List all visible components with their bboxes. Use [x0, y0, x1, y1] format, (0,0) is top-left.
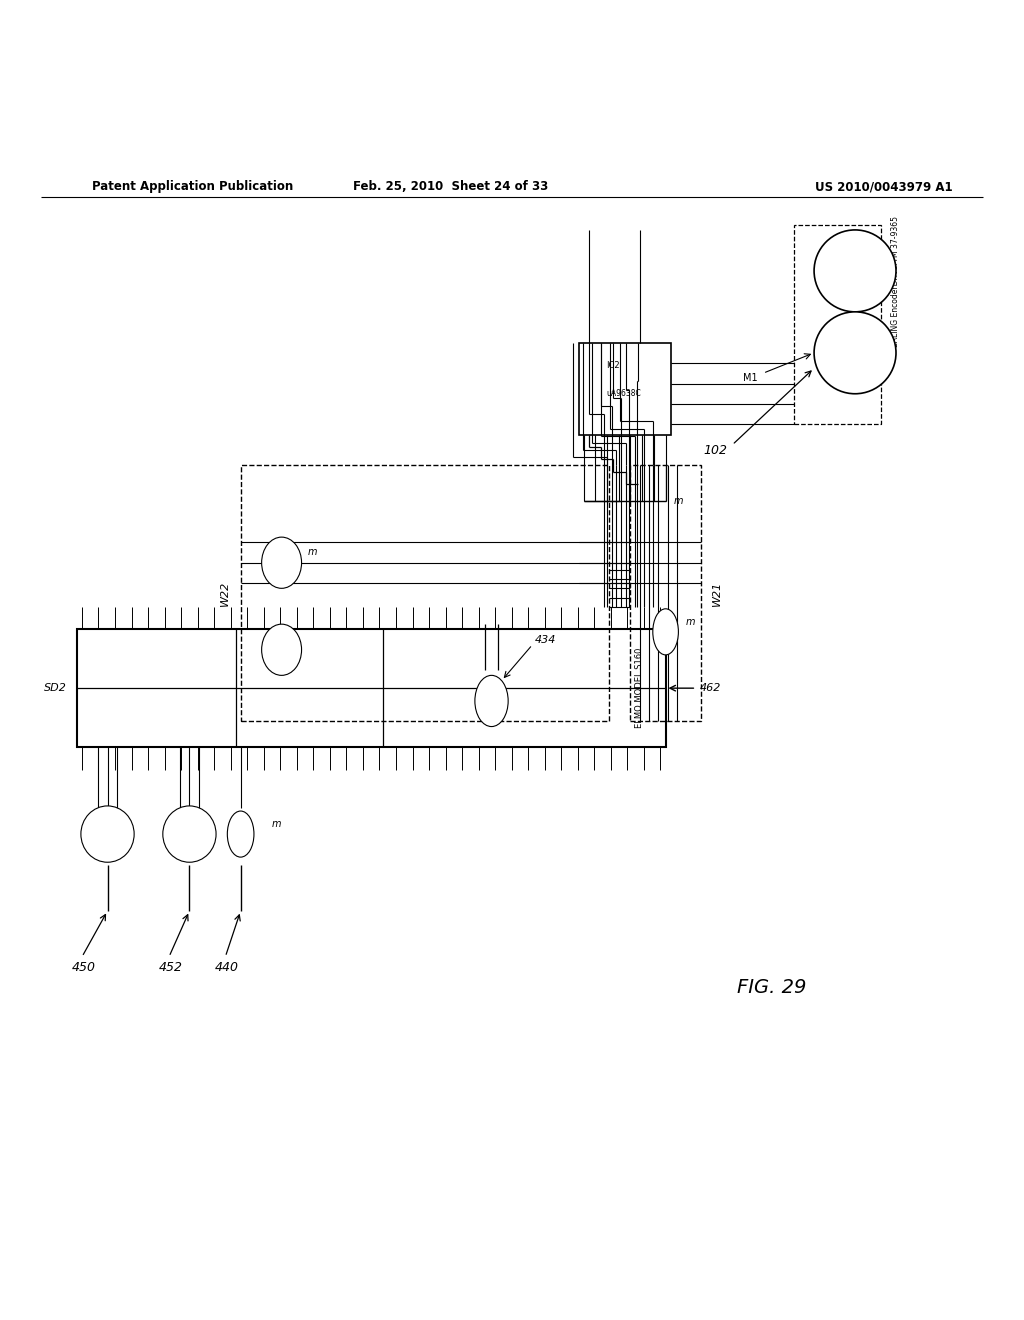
Bar — [630, 466, 701, 722]
Text: M1: M1 — [743, 374, 758, 383]
Text: 440: 440 — [215, 961, 239, 974]
Text: 434: 434 — [535, 635, 556, 644]
Text: IC2: IC2 — [606, 362, 620, 370]
Text: Feb. 25, 2010  Sheet 24 of 33: Feb. 25, 2010 Sheet 24 of 33 — [353, 181, 548, 194]
Bar — [241, 466, 609, 722]
Text: m: m — [271, 818, 281, 829]
Ellipse shape — [475, 676, 508, 726]
Text: W21: W21 — [712, 581, 722, 606]
Text: m: m — [686, 616, 695, 627]
Text: SD2: SD2 — [44, 684, 67, 693]
Text: m: m — [674, 496, 683, 507]
Text: 102: 102 — [703, 444, 727, 457]
Text: W22: W22 — [220, 581, 230, 606]
Text: Patent Application Publication: Patent Application Publication — [92, 181, 294, 194]
Ellipse shape — [261, 624, 301, 676]
Text: ELMO MODEL S160: ELMO MODEL S160 — [635, 648, 644, 729]
Circle shape — [814, 230, 896, 312]
Bar — [579, 343, 671, 434]
Bar — [794, 224, 881, 425]
Circle shape — [814, 312, 896, 393]
Text: 462: 462 — [699, 684, 721, 693]
Text: US 2010/0043979 A1: US 2010/0043979 A1 — [815, 181, 952, 194]
Ellipse shape — [163, 807, 216, 862]
Ellipse shape — [653, 609, 678, 655]
Text: EALING EncoderDriverTM 37-9365: EALING EncoderDriverTM 37-9365 — [892, 215, 900, 347]
Ellipse shape — [261, 537, 301, 589]
Text: 452: 452 — [159, 961, 182, 974]
Text: m: m — [307, 548, 316, 557]
Bar — [843, 341, 867, 366]
Ellipse shape — [227, 810, 254, 857]
Text: FIG. 29: FIG. 29 — [737, 978, 807, 997]
Text: uA9638C: uA9638C — [606, 389, 641, 397]
Text: 450: 450 — [72, 961, 95, 974]
Bar — [77, 630, 666, 747]
Ellipse shape — [81, 807, 134, 862]
